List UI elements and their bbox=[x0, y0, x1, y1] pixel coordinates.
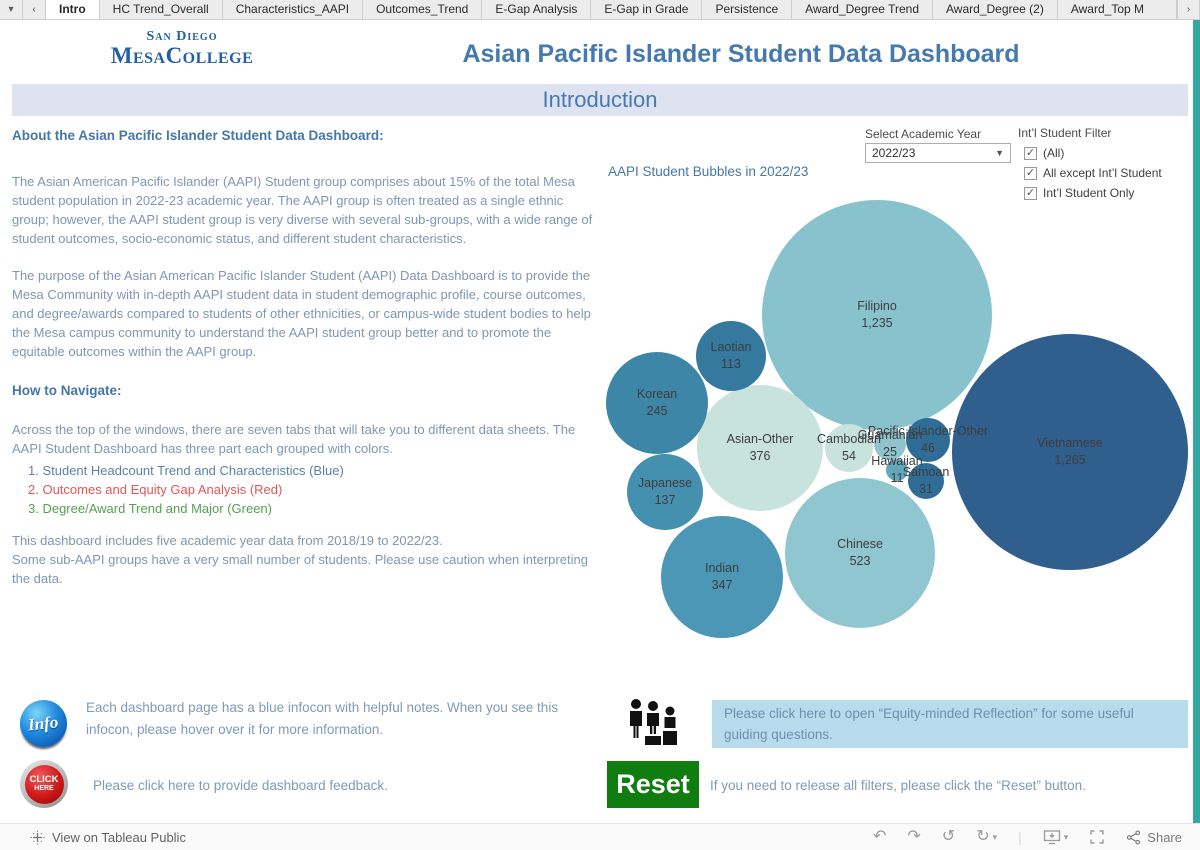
tab-award-degree-2[interactable]: Award_Degree (2) bbox=[933, 0, 1058, 19]
people-icon[interactable] bbox=[626, 698, 680, 755]
logo-line2: MesaCollege bbox=[110, 43, 254, 68]
toolbar-separator: | bbox=[1018, 829, 1022, 845]
share-label: Share bbox=[1147, 829, 1182, 845]
info-icon-text: Info bbox=[27, 711, 60, 735]
tab-back-icon[interactable]: ‹ bbox=[23, 0, 46, 19]
bubble-samoan[interactable] bbox=[908, 463, 944, 499]
checkbox-checked-icon: ✓ bbox=[1024, 146, 1037, 160]
tab-award-top-m[interactable]: Award_Top M bbox=[1057, 0, 1177, 19]
replay-icon[interactable]: ↻ ▾ bbox=[976, 829, 997, 845]
tab-characteristics-aapi[interactable]: Characteristics_AAPI bbox=[222, 0, 364, 19]
reset-note-text: If you need to release all filters, plea… bbox=[710, 778, 1086, 793]
bubble-vietnamese[interactable] bbox=[952, 334, 1188, 570]
share-icon bbox=[1127, 829, 1141, 845]
bubble-chart: Vietnamese 1,265 Filipino 1,235 Chinese 523 As… bbox=[600, 190, 1200, 650]
fullscreen-icon[interactable] bbox=[1089, 829, 1105, 845]
bubble-pacific-islander-other[interactable] bbox=[906, 418, 950, 462]
bubble-chinese[interactable] bbox=[785, 478, 935, 628]
revert-icon[interactable]: ↺ bbox=[941, 828, 956, 845]
tab-award-degree-trend[interactable]: Award_Degree Trend bbox=[792, 0, 934, 19]
navigate-heading: How to Navigate: bbox=[12, 383, 122, 398]
checkbox-all[interactable]: ✓ (All) bbox=[1024, 146, 1064, 160]
feedback-note-text: Please click here to provide dashboard f… bbox=[93, 778, 388, 793]
list-item-red: 2. Outcomes and Equity Gap Analysis (Red… bbox=[28, 482, 283, 497]
navigate-list: 1. Student Headcount Trend and Character… bbox=[12, 461, 602, 518]
sheet-tab-bar: ▾ ‹ Intro HC Trend_Overall Characteristi… bbox=[0, 0, 1200, 20]
click-here-icon[interactable]: CLICK HERE bbox=[20, 760, 68, 808]
bubble-indian[interactable] bbox=[661, 516, 783, 638]
tab-dropdown-icon[interactable]: ▾ bbox=[0, 0, 23, 19]
tableau-toolbar: View on Tableau Public ↶ ↷ ↺ ↻ ▾ | ▾ bbox=[0, 823, 1200, 850]
equity-reflection-link[interactable]: Please click here to open “Equity-minded… bbox=[712, 700, 1188, 748]
redo-icon[interactable]: ↷ bbox=[907, 828, 921, 845]
checkbox-checked-icon: ✓ bbox=[1024, 186, 1037, 200]
navigate-paragraph: Across the top of the windows, there are… bbox=[12, 422, 576, 456]
chevron-down-icon: ▼ bbox=[995, 148, 1004, 158]
tab-egap-in-grade[interactable]: E-Gap in Grade bbox=[591, 0, 703, 19]
click-here-inner: CLICK HERE bbox=[24, 764, 64, 804]
introduction-banner: Introduction bbox=[12, 84, 1188, 116]
tab-outcomes-trend[interactable]: Outcomes_Trend bbox=[363, 0, 483, 19]
undo-icon[interactable]: ↶ bbox=[872, 828, 887, 845]
checkbox-checked-icon: ✓ bbox=[1024, 166, 1037, 180]
tab-egap-analysis[interactable]: E-Gap Analysis bbox=[482, 0, 592, 19]
chart-title: AAPI Student Bubbles in 2022/23 bbox=[608, 164, 809, 179]
info-note-text: Each dashboard page has a blue infocon w… bbox=[86, 700, 559, 737]
bubble-korean[interactable] bbox=[606, 352, 708, 454]
bubble-guamanian[interactable] bbox=[874, 428, 906, 460]
bubble-laotian[interactable] bbox=[696, 321, 766, 391]
replay-glyph: ↻ bbox=[976, 828, 990, 845]
scrollbar[interactable] bbox=[1193, 20, 1200, 823]
view-on-tableau-public-link[interactable]: View on Tableau Public bbox=[30, 830, 186, 845]
download-icon[interactable]: ▾ bbox=[1043, 829, 1069, 845]
tableau-logo-icon bbox=[30, 829, 45, 845]
bubble-hawaiian[interactable] bbox=[886, 459, 908, 481]
checkbox-label: Int’l Student Only bbox=[1043, 186, 1135, 200]
reset-button[interactable]: Reset bbox=[607, 761, 699, 808]
view-on-tableau-public-label: View on Tableau Public bbox=[52, 829, 186, 845]
note-line-1: This dashboard includes five academic ye… bbox=[12, 533, 443, 548]
about-paragraph-2: The purpose of the Asian American Pacifi… bbox=[12, 268, 591, 359]
about-paragraph-1: The Asian American Pacific Islander (AAP… bbox=[12, 174, 593, 246]
bubble-japanese[interactable] bbox=[627, 454, 703, 530]
equity-note-text: Please click here to open “Equity-minded… bbox=[724, 706, 1134, 742]
page-title: Asian Pacific Islander Student Data Dash… bbox=[462, 40, 1020, 68]
checkbox-label: All except Int’l Student bbox=[1043, 166, 1162, 180]
bubble-filipino[interactable] bbox=[762, 200, 992, 430]
share-button[interactable]: Share bbox=[1126, 830, 1182, 845]
note-line-2: Some sub-AAPI groups have a very small n… bbox=[12, 552, 588, 586]
about-section: About the Asian Pacific Islander Student… bbox=[12, 126, 602, 588]
banner-title: Introduction bbox=[542, 87, 658, 112]
academic-year-value: 2022/23 bbox=[872, 146, 916, 160]
checkbox-label: (All) bbox=[1043, 146, 1065, 160]
about-heading: About the Asian Pacific Islander Student… bbox=[12, 128, 384, 143]
info-icon[interactable]: Info bbox=[20, 700, 67, 747]
checkbox-all-except-intl[interactable]: ✓ All except Int’l Student bbox=[1024, 166, 1162, 180]
chevron-down-icon: ▾ bbox=[1063, 832, 1069, 842]
academic-year-dropdown[interactable]: 2022/23 ▼ bbox=[865, 143, 1011, 163]
tab-forward-icon[interactable]: › bbox=[1177, 0, 1200, 19]
tab-hc-trend-overall[interactable]: HC Trend_Overall bbox=[99, 0, 223, 19]
toolbar-actions: ↶ ↷ ↺ ↻ ▾ | ▾ bbox=[872, 828, 1182, 846]
logo-line1: San Diego bbox=[146, 29, 218, 44]
mesa-college-logo: San Diego MesaCollege bbox=[92, 29, 272, 68]
chevron-down-icon: ▾ bbox=[992, 832, 998, 842]
tab-intro[interactable]: Intro bbox=[46, 0, 100, 19]
dashboard-note: This dashboard includes five academic ye… bbox=[12, 531, 602, 588]
click-line1: CLICK bbox=[29, 774, 59, 785]
academic-year-label: Select Academic Year bbox=[865, 127, 982, 141]
checkbox-intl-only[interactable]: ✓ Int’l Student Only bbox=[1024, 186, 1134, 200]
list-item-blue: 1. Student Headcount Trend and Character… bbox=[28, 463, 344, 478]
list-item-green: 3. Degree/Award Trend and Major (Green) bbox=[28, 501, 272, 516]
bubble-asian-other[interactable] bbox=[697, 385, 823, 511]
intl-filter-label: Int’l Student Filter bbox=[1018, 126, 1112, 140]
tab-persistence[interactable]: Persistence bbox=[702, 0, 793, 19]
bubble-cambodian[interactable] bbox=[825, 424, 873, 472]
click-line2: HERE bbox=[34, 785, 54, 792]
reset-button-label: Reset bbox=[616, 769, 690, 799]
